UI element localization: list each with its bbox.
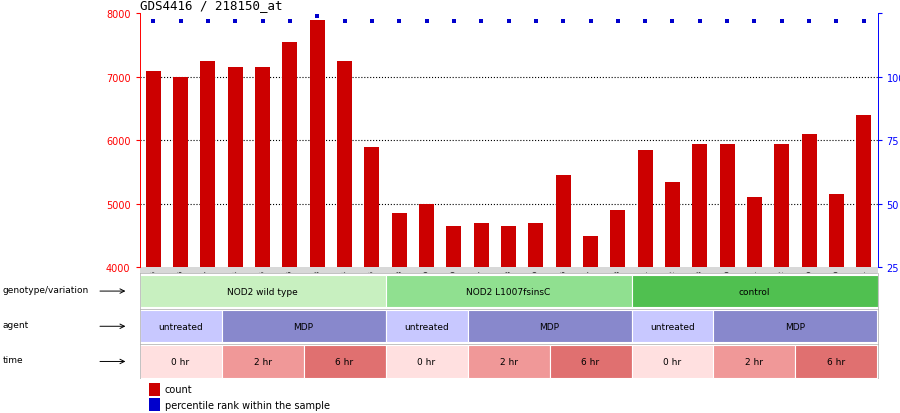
Point	[583, 19, 598, 25]
Text: NOD2 L1007fsinsC: NOD2 L1007fsinsC	[466, 287, 551, 296]
Bar	[829, 195, 844, 268]
Bar	[140, 275, 385, 308]
Bar	[692, 144, 707, 268]
Text: count: count	[165, 385, 193, 394]
Text: MDP: MDP	[786, 322, 806, 331]
Bar	[283, 43, 297, 268]
Text: GDS4416 / 218150_at: GDS4416 / 218150_at	[140, 0, 282, 12]
Bar	[632, 345, 714, 378]
Point	[174, 19, 188, 25]
Point	[283, 19, 297, 25]
Text: 6 hr: 6 hr	[827, 357, 846, 366]
Text: NOD2 wild type: NOD2 wild type	[227, 287, 298, 296]
Bar	[385, 345, 467, 378]
Bar	[637, 150, 652, 268]
Bar	[802, 135, 816, 268]
Bar	[148, 399, 160, 411]
Point	[610, 19, 625, 25]
Text: 2 hr: 2 hr	[500, 357, 518, 366]
Bar	[303, 345, 385, 378]
Bar	[665, 182, 680, 268]
Point	[256, 19, 270, 25]
Point	[228, 19, 242, 25]
Bar	[528, 223, 544, 268]
Bar	[392, 214, 407, 268]
Text: percentile rank within the sample: percentile rank within the sample	[165, 399, 329, 410]
Text: control: control	[739, 287, 770, 296]
Bar	[610, 211, 626, 268]
Bar	[774, 144, 789, 268]
Point	[829, 19, 843, 25]
Bar	[467, 345, 550, 378]
Bar	[720, 144, 734, 268]
Text: MDP: MDP	[293, 322, 313, 331]
Bar	[364, 147, 380, 268]
Bar	[856, 116, 871, 268]
Point	[665, 19, 680, 25]
Text: time: time	[3, 355, 23, 364]
Bar	[201, 62, 215, 268]
Bar	[714, 310, 878, 343]
Bar	[173, 78, 188, 268]
Bar	[747, 198, 762, 268]
Point	[310, 14, 324, 20]
Bar	[550, 345, 632, 378]
Text: 2 hr: 2 hr	[254, 357, 272, 366]
Bar	[555, 176, 571, 268]
Point	[802, 19, 816, 25]
Bar	[337, 62, 352, 268]
Bar	[221, 310, 385, 343]
Bar	[467, 310, 632, 343]
Point	[556, 19, 571, 25]
Bar	[140, 310, 221, 343]
Point	[775, 19, 789, 25]
Point	[201, 19, 215, 25]
Bar	[221, 345, 303, 378]
Text: 6 hr: 6 hr	[336, 357, 354, 366]
Text: 0 hr: 0 hr	[663, 357, 681, 366]
Text: 0 hr: 0 hr	[418, 357, 436, 366]
Text: 0 hr: 0 hr	[171, 357, 190, 366]
Point	[364, 19, 379, 25]
Point	[146, 19, 160, 25]
Bar	[255, 68, 270, 268]
Bar	[501, 226, 516, 268]
Point	[338, 19, 352, 25]
Bar	[385, 275, 632, 308]
Point	[446, 19, 461, 25]
Bar	[714, 345, 796, 378]
Bar	[632, 275, 878, 308]
Point	[693, 19, 707, 25]
Point	[501, 19, 516, 25]
Bar	[583, 236, 598, 268]
Point	[720, 19, 734, 25]
Point	[747, 19, 761, 25]
Text: genotype/variation: genotype/variation	[3, 285, 89, 294]
Bar	[473, 223, 489, 268]
Bar	[419, 204, 434, 268]
Point	[419, 19, 434, 25]
Bar	[228, 68, 243, 268]
Text: MDP: MDP	[539, 322, 560, 331]
Point	[474, 19, 489, 25]
Bar	[632, 310, 714, 343]
Bar	[796, 345, 878, 378]
Text: 2 hr: 2 hr	[745, 357, 763, 366]
Text: agent: agent	[3, 320, 29, 329]
Text: untreated: untreated	[404, 322, 449, 331]
Text: untreated: untreated	[650, 322, 695, 331]
Bar	[140, 345, 221, 378]
Point	[857, 19, 871, 25]
Bar	[385, 310, 467, 343]
Text: 6 hr: 6 hr	[581, 357, 599, 366]
Bar	[446, 226, 462, 268]
Bar	[148, 383, 160, 396]
Bar	[146, 71, 161, 268]
Bar	[310, 21, 325, 268]
Text: untreated: untreated	[158, 322, 202, 331]
Point	[528, 19, 543, 25]
Point	[638, 19, 652, 25]
Point	[392, 19, 407, 25]
